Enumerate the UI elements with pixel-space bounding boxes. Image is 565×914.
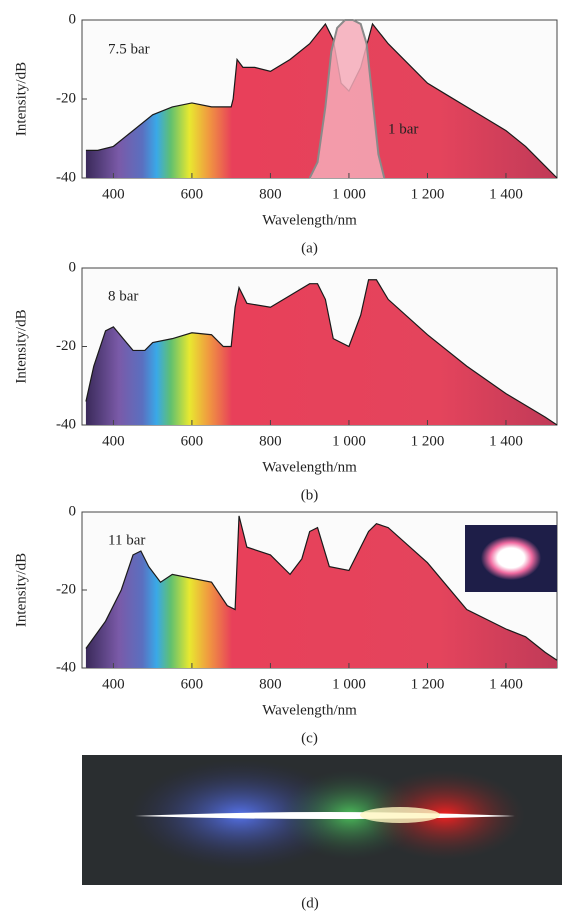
x-tick-label: 1 000 [332, 676, 366, 692]
y-axis-label: Intensity/dB [13, 62, 29, 136]
caption: (c) [301, 730, 318, 746]
x-axis-label: Wavelength/nm [262, 702, 357, 718]
x-tick-label: 1 400 [489, 676, 523, 692]
photo [82, 755, 562, 885]
spectrum-line [85, 22, 558, 179]
series-label: 8 bar [108, 288, 138, 304]
spectrum-line [85, 515, 558, 661]
x-tick-label: 600 [181, 186, 204, 202]
x-tick-label: 1 200 [411, 186, 445, 202]
y-tick-label: 0 [69, 259, 77, 275]
series-label: 11 bar [108, 532, 145, 548]
area-fill [309, 20, 385, 178]
caption: (d) [301, 895, 319, 911]
chart: 7.5 bar 1 bar 400 600 800 1 000 1 200 1 400 -40 -… [13, 11, 558, 256]
x-tick-label: 800 [259, 433, 282, 449]
x-axis-label: Wavelength/nm [262, 212, 357, 228]
x-tick-label: 1 200 [411, 433, 445, 449]
x-tick-label: 1 200 [411, 676, 445, 692]
caption: (a) [301, 240, 318, 256]
x-tick-label: 800 [259, 676, 282, 692]
caption: (b) [301, 487, 319, 503]
y-tick-label: -40 [56, 169, 76, 185]
x-tick-label: 1 400 [489, 433, 523, 449]
y-tick-label: -20 [56, 90, 76, 106]
spectrum-line [85, 279, 558, 426]
x-tick-label: 1 000 [332, 433, 366, 449]
y-tick-label: -40 [56, 416, 76, 432]
y-tick-label: -20 [56, 338, 76, 354]
y-tick-label: 0 [69, 503, 77, 519]
x-tick-label: 400 [102, 433, 125, 449]
area-fill [85, 515, 557, 668]
series-label: 1 bar [388, 121, 418, 137]
area-fill [85, 279, 557, 425]
x-tick-label: 600 [181, 433, 204, 449]
y-tick-label: -20 [56, 581, 76, 597]
x-axis-label: Wavelength/nm [262, 459, 357, 475]
x-tick-label: 400 [102, 676, 125, 692]
y-axis-label: Intensity/dB [13, 309, 29, 383]
x-tick-label: 600 [181, 676, 204, 692]
chart: 8 bar 400 600 800 1 000 1 200 1 400 -40 -20 0 Wave… [13, 259, 558, 503]
inset-photo [465, 525, 557, 592]
x-tick-label: 1 000 [332, 186, 366, 202]
y-axis-label: Intensity/dB [13, 553, 29, 627]
series-label: 7.5 bar [108, 41, 150, 57]
x-tick-label: 800 [259, 186, 282, 202]
x-tick-label: 400 [102, 186, 125, 202]
x-tick-label: 1 400 [489, 186, 523, 202]
y-tick-label: 0 [69, 11, 77, 27]
area-fill [85, 23, 557, 179]
y-tick-label: -40 [56, 659, 76, 675]
spectrum-line [308, 19, 386, 179]
